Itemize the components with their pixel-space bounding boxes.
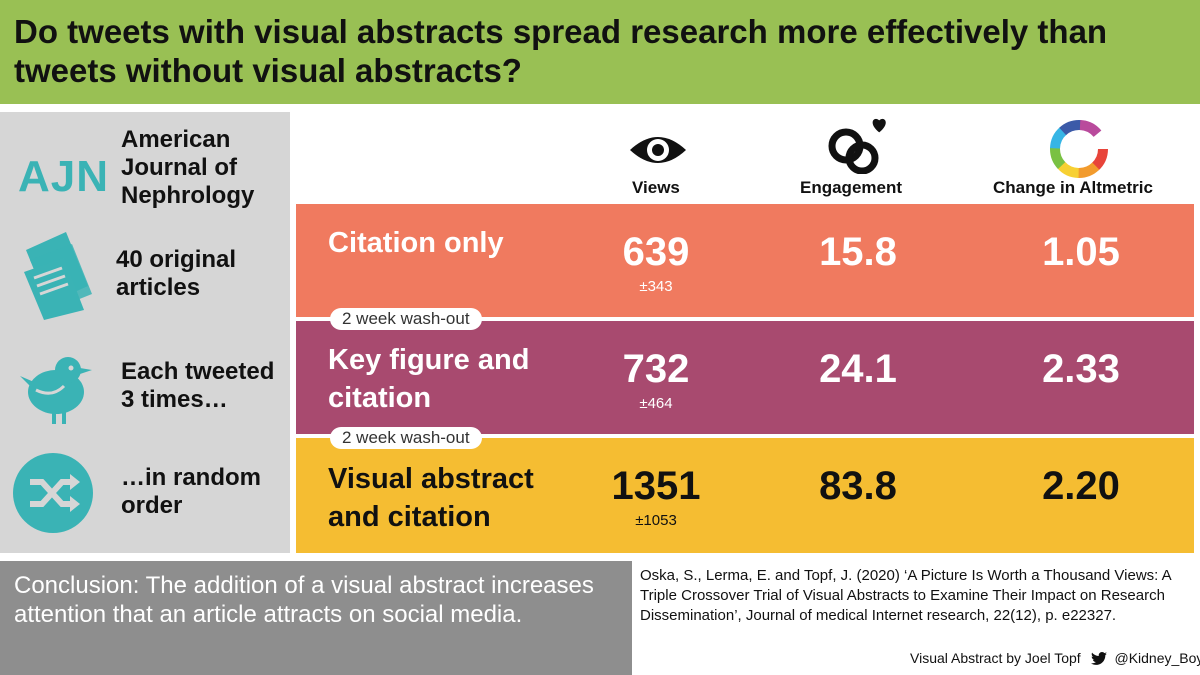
page-title: Do tweets with visual abstracts spread r… xyxy=(14,13,1108,89)
engagement-icon xyxy=(828,118,886,174)
credit-author: Visual Abstract by Joel Topf xyxy=(910,650,1081,666)
credit-line: Visual Abstract by Joel Topf @Kidney_Boy xyxy=(910,650,1200,666)
views-value: 639 xyxy=(622,230,690,274)
study-design-panel: AJN American Journal of Nephrology 40 or… xyxy=(0,112,290,553)
journal-name: American Journal of Nephrology xyxy=(121,126,255,209)
altmetric-value: 2.33 xyxy=(1042,347,1120,391)
articles-item: 40 original articles xyxy=(0,222,290,332)
altmetric-value: 2.20 xyxy=(1042,464,1120,508)
random-order: …in random order xyxy=(121,464,262,519)
random-order-item: …in random order xyxy=(0,442,290,553)
credit-handle: @Kidney_Boy xyxy=(1114,650,1200,666)
engagement-value: 15.8 xyxy=(819,230,897,274)
tweet-count: Each tweeted 3 times… xyxy=(121,358,275,413)
title-bar: Do tweets with visual abstracts spread r… xyxy=(0,0,1200,104)
views-value: 732 xyxy=(622,347,690,391)
shuffle-icon xyxy=(13,453,93,533)
engagement-value: 24.1 xyxy=(819,347,897,391)
row-key-figure: Key figure and citation 732 ±464 24.1 2.… xyxy=(296,321,1194,434)
row-citation-only: Citation only 639 ±343 15.8 1.05 xyxy=(296,204,1194,317)
bird-icon xyxy=(20,357,92,424)
altmetric-label: Change in Altmetric xyxy=(993,178,1153,197)
eye-icon xyxy=(630,137,686,163)
row-visual-abstract: Visual abstract and citation 1351 ±1053 … xyxy=(296,438,1194,553)
views-sd: ±1053 xyxy=(635,512,677,529)
row-label: Citation only xyxy=(328,227,504,259)
conclusion-text: Conclusion: The addition of a visual abs… xyxy=(14,572,594,628)
tweeted-item: Each tweeted 3 times… xyxy=(0,332,290,442)
washout-badge: 2 week wash-out xyxy=(330,308,482,330)
journal-item: AJN American Journal of Nephrology xyxy=(0,112,290,222)
engagement-value: 83.8 xyxy=(819,464,897,508)
views-sd: ±464 xyxy=(639,395,673,412)
reference-citation: Oska, S., Lerma, E. and Topf, J. (2020) … xyxy=(640,567,1171,624)
engagement-label: Engagement xyxy=(800,178,903,197)
views-sd: ±343 xyxy=(639,278,673,295)
washout-badge: 2 week wash-out xyxy=(330,427,482,449)
views-value: 1351 xyxy=(611,464,701,508)
altmetric-donut-icon xyxy=(1050,120,1108,178)
altmetric-value: 1.05 xyxy=(1042,230,1120,274)
magazine-icon xyxy=(24,232,92,320)
conclusion-box: Conclusion: The addition of a visual abs… xyxy=(0,561,632,675)
articles-count: 40 original articles xyxy=(116,246,237,301)
row-label: Key figure and citation xyxy=(328,344,530,414)
views-label: Views xyxy=(632,178,680,197)
row-label: Visual abstract and citation xyxy=(328,463,534,533)
journal-logo: AJN xyxy=(18,152,110,201)
twitter-icon xyxy=(1090,652,1107,665)
